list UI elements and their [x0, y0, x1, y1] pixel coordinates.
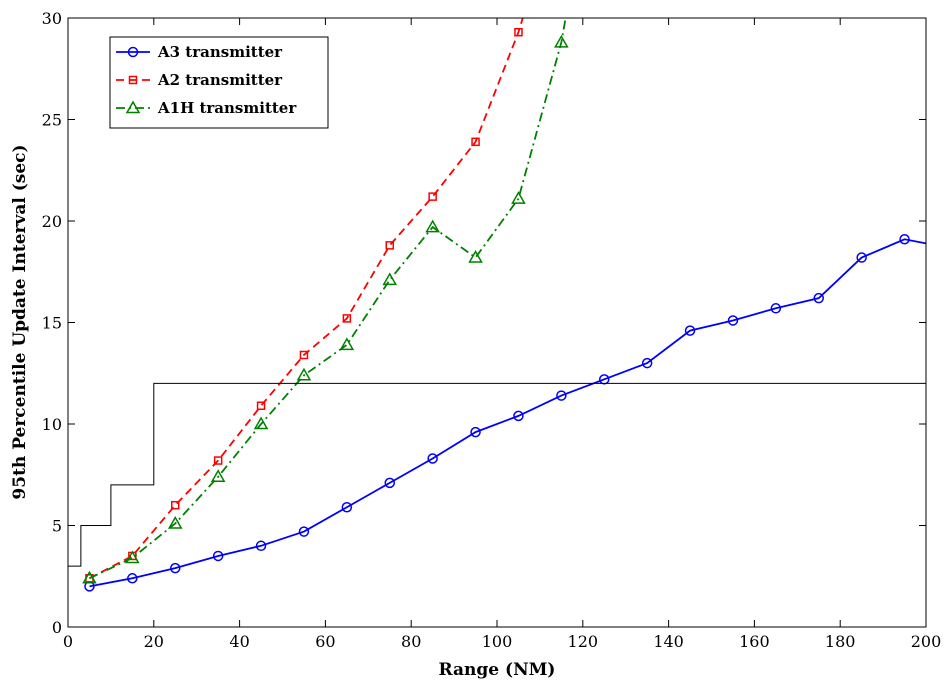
series-3 [68, 382, 926, 567]
legend-label: A2 transmitter [157, 71, 283, 89]
y-tick-label: 10 [42, 415, 62, 434]
data-point [899, 234, 910, 245]
y-tick-label: 15 [42, 314, 62, 333]
data-point [253, 416, 269, 430]
data-point [171, 500, 180, 510]
x-axis-label: Range (NM) [439, 660, 556, 680]
data-point [341, 501, 353, 513]
data-point [382, 272, 398, 286]
y-tick-label: 30 [42, 9, 62, 28]
data-point [125, 550, 140, 564]
legend-label: A3 transmitter [157, 43, 283, 61]
x-tick-label: 100 [482, 632, 513, 651]
y-tick-label: 25 [42, 111, 62, 130]
ticks-layer: 0 20 40 60 80 100 120 140 160 180 200 0 5 10 15 20 25 30 [42, 9, 942, 651]
legend-label: A1H transmitter [157, 99, 297, 117]
data-point [425, 219, 440, 233]
series-layer [68, 17, 927, 592]
data-point [856, 252, 867, 263]
x-tick-label: 0 [63, 632, 73, 651]
x-tick-label: 160 [739, 632, 770, 651]
legend-marker [128, 75, 138, 85]
x-tick-label: 180 [825, 632, 856, 651]
data-point [471, 137, 480, 147]
data-point [554, 34, 569, 48]
data-point [210, 469, 226, 483]
x-tick-label: 20 [144, 632, 164, 651]
data-point [296, 367, 312, 381]
data-point [298, 526, 310, 537]
data-point [684, 325, 696, 336]
x-tick-label: 120 [568, 632, 599, 651]
y-tick-label: 0 [52, 618, 62, 637]
x-tick-label: 60 [315, 632, 335, 651]
data-point [514, 27, 523, 37]
y-axis-label: 95th Percentile Update Interval (sec) [10, 144, 30, 499]
series-line [89, 17, 524, 580]
series-line [89, 17, 567, 580]
x-tick-label: 140 [653, 632, 684, 651]
data-point [556, 390, 567, 401]
data-point [384, 477, 395, 489]
data-point [299, 350, 309, 360]
data-point [385, 241, 394, 250]
x-tick-label: 40 [229, 632, 249, 651]
legend: A3 transmitter A2 transmitter A1H transmit… [109, 36, 329, 129]
data-point [342, 314, 352, 323]
data-point [511, 191, 526, 204]
data-point [255, 540, 267, 552]
data-point [213, 456, 223, 465]
data-point [428, 192, 437, 201]
series-2 [82, 17, 569, 584]
data-point [256, 401, 266, 410]
data-point [513, 410, 524, 422]
x-tick-label: 200 [911, 632, 942, 651]
data-point [770, 303, 782, 314]
y-tick-label: 5 [52, 517, 62, 536]
y-tick-label: 20 [42, 212, 62, 231]
series-line [89, 238, 927, 588]
data-point [727, 315, 739, 326]
series-line [68, 382, 926, 567]
data-point [82, 570, 97, 584]
data-point [470, 426, 481, 438]
data-point [641, 357, 653, 369]
legend-marker [127, 46, 139, 58]
data-point [427, 453, 438, 464]
x-tick-label: 80 [401, 632, 421, 651]
data-point [170, 562, 181, 574]
data-point [127, 573, 138, 584]
data-point [339, 337, 355, 351]
data-point [212, 550, 224, 562]
data-point [167, 515, 183, 529]
data-point [813, 292, 824, 304]
series-1 [85, 17, 524, 583]
legend-marker [125, 100, 141, 114]
data-point [468, 250, 483, 263]
series-0 [84, 234, 927, 592]
